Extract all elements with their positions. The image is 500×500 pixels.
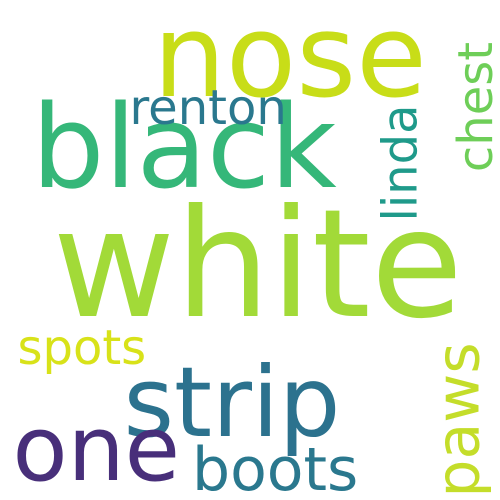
word-linda: linda [371, 104, 428, 222]
word-boots: boots [192, 435, 359, 500]
word-nose: nose [153, 0, 427, 124]
word-spots: spots [17, 320, 147, 376]
word-renton: renton [129, 80, 287, 136]
word-white: white [52, 178, 464, 352]
word-chest: chest [447, 41, 500, 173]
word-strip: strip [123, 345, 341, 459]
word-paws: paws [423, 342, 494, 498]
word-one: one [12, 397, 180, 500]
word-black: black [31, 80, 337, 215]
